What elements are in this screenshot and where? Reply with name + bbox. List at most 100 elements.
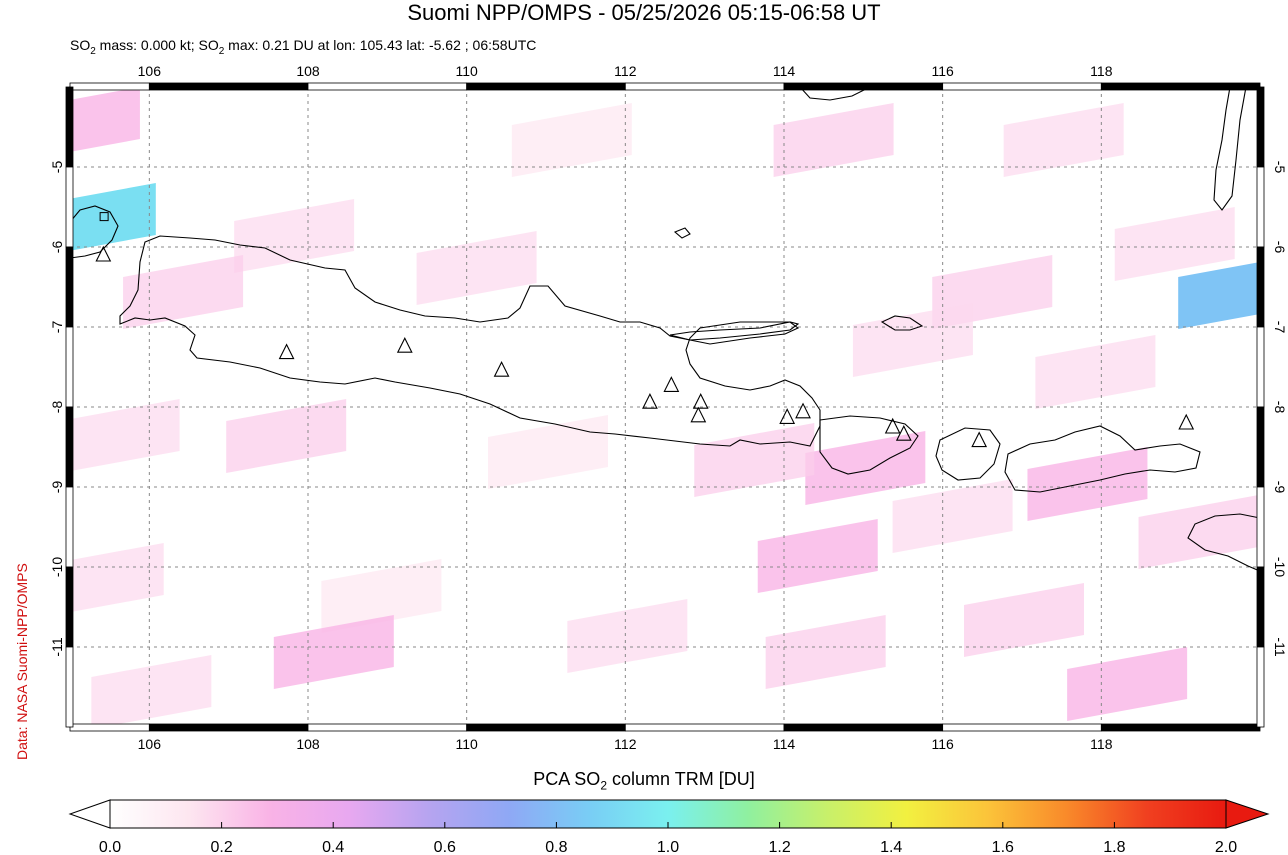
so2-pixel xyxy=(488,415,608,489)
tick-labels: 106 106 108 108 110 110 112 112 114 114 116 116 118 1… xyxy=(49,63,1288,752)
lat-tick-label-right: -5 xyxy=(1272,161,1288,174)
so2-pixel xyxy=(694,423,815,497)
lon-tick-label-top: 106 xyxy=(138,63,162,79)
so2-pixel xyxy=(511,103,632,177)
frame-bar-bottom xyxy=(1100,723,1261,732)
lon-tick-label-top: 110 xyxy=(456,63,479,79)
frame-bar-right xyxy=(1256,646,1265,728)
so2-pixel xyxy=(226,399,347,473)
colorbar-title-main: PCA SO xyxy=(533,769,601,789)
coastline-java xyxy=(119,235,821,447)
colorbar-tick-label: 0.6 xyxy=(434,839,456,855)
frame-bar-bottom xyxy=(466,723,626,732)
colorbar-tick-label: 1.8 xyxy=(1103,839,1125,855)
volcano-icon xyxy=(493,360,510,377)
frame-bar-right xyxy=(1256,326,1265,408)
colorbar-tick-label: 1.0 xyxy=(657,839,679,855)
lon-tick-label-bottom: 116 xyxy=(932,736,955,752)
volcano-icon xyxy=(690,406,707,423)
volcano-icon xyxy=(663,376,680,392)
lat-tick-label-left: -5 xyxy=(49,161,65,174)
so2-pixel xyxy=(321,559,442,633)
lat-tick-label-left: -7 xyxy=(49,321,65,334)
lat-tick-label-right: -11 xyxy=(1272,637,1288,656)
volcano-icon xyxy=(779,408,796,424)
frame-bar-top xyxy=(1100,82,1261,91)
map-frame xyxy=(65,82,1265,732)
graticule xyxy=(70,87,1260,727)
so2-pixel xyxy=(1114,207,1235,281)
so2-pixel xyxy=(70,399,180,472)
frame-bar-left xyxy=(65,326,74,408)
lat-tick-label-left: -10 xyxy=(49,557,65,577)
volcano-icon xyxy=(795,402,811,419)
coastline-madura xyxy=(669,321,800,341)
frame-bar-right xyxy=(1256,246,1265,328)
colorbar-tick-label: 0.2 xyxy=(210,839,232,855)
volcano-icon xyxy=(971,431,988,448)
frame-bar-left xyxy=(65,246,74,328)
frame-bar-right xyxy=(1256,86,1265,168)
lon-tick-label-top: 108 xyxy=(296,63,320,79)
frame-bar-bottom xyxy=(783,723,944,732)
so2-max-marker xyxy=(99,212,109,222)
lat-tick-label-right: -6 xyxy=(1272,241,1288,254)
so2-pixel xyxy=(892,479,1013,553)
frame-bar-left xyxy=(65,486,74,568)
lon-tick-label-bottom: 112 xyxy=(614,736,637,752)
frame-bar-bottom xyxy=(307,723,468,732)
frame-bar-right xyxy=(1256,406,1265,488)
colorbar: 0.0 0.2 0.4 0.6 0.8 1.0 1.2 1.4 1.6 1.8 2.0 xyxy=(68,799,1270,855)
lon-tick-label-bottom: 106 xyxy=(138,736,162,752)
coastline-sumatra xyxy=(70,205,119,259)
colorbar-title-subscript: 2 xyxy=(600,778,607,793)
so2-mass-text: mass: 0.000 kt; SO xyxy=(95,37,219,53)
frame-bar-top xyxy=(783,82,944,91)
frame-bar-right xyxy=(1256,566,1265,648)
so2-pixel xyxy=(773,103,894,177)
volcano-icon xyxy=(692,392,709,409)
so2-pixel xyxy=(1138,495,1259,569)
frame-bar-top xyxy=(942,82,1102,91)
so2-pixel xyxy=(567,599,688,673)
lat-tick-label-right: -9 xyxy=(1272,481,1288,494)
frame-bar-bottom xyxy=(942,723,1102,732)
colorbar-title: PCA SO2 column TRM [DU] xyxy=(0,768,1288,797)
so2-max-icon xyxy=(99,212,109,222)
lat-tick-label-left: -11 xyxy=(49,637,65,656)
frame-bar-left xyxy=(65,86,74,168)
so2-pixel xyxy=(1003,103,1124,177)
lon-tick-label-bottom: 118 xyxy=(1090,736,1113,752)
coastline-karimunjawa xyxy=(673,227,691,239)
coastlines xyxy=(70,87,1260,572)
so2-summary: SO2 mass: 0.000 kt; SO2 max: 0.21 DU at … xyxy=(70,36,536,61)
coastline-bali xyxy=(819,415,919,475)
lat-tick-label-right: -7 xyxy=(1272,321,1288,334)
so2-mass-label: SO xyxy=(70,37,91,53)
colorbar-tick-label: 1.4 xyxy=(880,839,902,855)
lon-tick-label-top: 116 xyxy=(932,63,955,79)
so2-pixel xyxy=(964,583,1084,657)
coastline-sulawesi xyxy=(1213,87,1247,211)
lat-tick-label-left: -9 xyxy=(49,481,65,494)
volcano-icon xyxy=(884,417,901,434)
so2-pixel xyxy=(234,199,355,273)
volcano-icon xyxy=(396,336,413,353)
so2-pixel xyxy=(70,87,140,152)
colorbar-tick-label: 0.0 xyxy=(99,839,121,855)
colorbar-tick-label: 0.8 xyxy=(545,839,567,855)
so2-pixel xyxy=(1035,335,1156,409)
coastline-lombok xyxy=(935,427,1001,481)
colorbar-min-arrow xyxy=(68,799,111,829)
lon-tick-label-bottom: 108 xyxy=(296,736,320,752)
frame-bar-bottom xyxy=(69,723,150,732)
so2-pixel xyxy=(123,255,244,329)
volcano-icon xyxy=(895,424,912,441)
colorbar-max-arrow xyxy=(1225,799,1270,829)
volcano-icon xyxy=(1178,413,1195,430)
so2-pixel xyxy=(1178,262,1260,329)
so2-max-subscript: 2 xyxy=(218,45,225,57)
frame-bar-top xyxy=(624,82,785,91)
frame-bar-bottom xyxy=(148,723,309,732)
